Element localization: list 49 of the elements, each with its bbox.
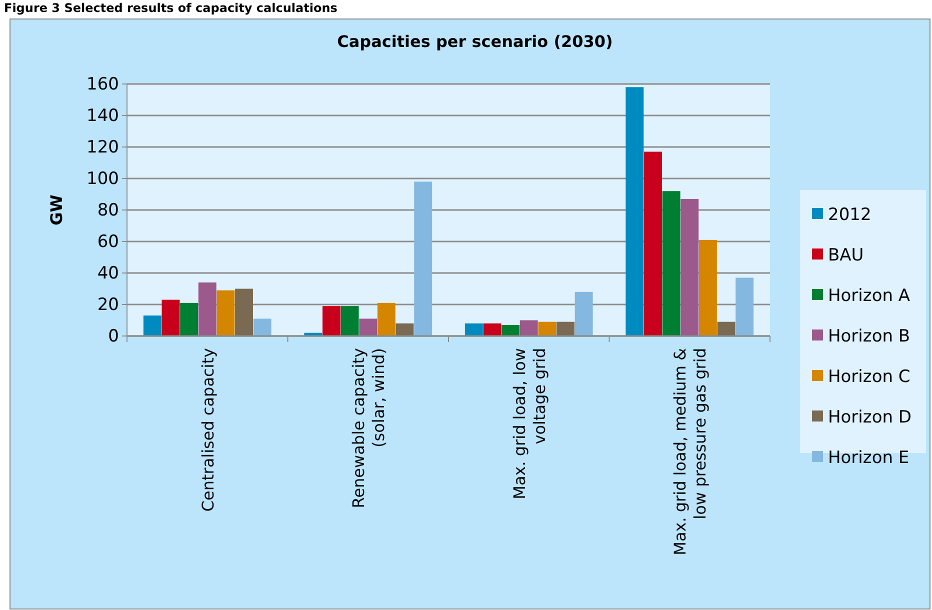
bar — [626, 87, 644, 336]
bar — [680, 198, 699, 336]
bar — [143, 316, 162, 336]
y-tick-label: 60 — [97, 232, 119, 252]
bar — [520, 320, 538, 336]
x-tick-label: Max. grid load, low voltage grid — [510, 348, 549, 500]
chart-title: Capacities per scenario (2030) — [337, 32, 613, 51]
bar — [216, 290, 235, 336]
y-tick-label: 120 — [86, 137, 119, 158]
bar — [502, 324, 520, 336]
y-axis-title: GW — [47, 194, 66, 226]
bar — [377, 302, 396, 336]
bar — [556, 322, 574, 336]
caption: Figure 3 Selected results of capacity calculations — [4, 1, 338, 15]
legend-label: Horizon C — [828, 366, 910, 387]
x-tick-label: Centralised capacity — [198, 348, 218, 512]
y-tick-label: 20 — [97, 294, 119, 315]
bar — [235, 288, 253, 336]
y-tick-label: 80 — [97, 200, 119, 220]
bar — [736, 278, 754, 336]
bar — [698, 240, 717, 336]
bar — [396, 323, 414, 336]
legend-label: Horizon D — [828, 407, 912, 428]
bar — [340, 306, 359, 336]
y-tick-label: 140 — [86, 106, 119, 126]
bar — [253, 318, 272, 336]
bar — [717, 322, 736, 336]
bar — [464, 323, 483, 336]
y-tick-label: 160 — [86, 74, 119, 94]
legend-label: 2012 — [828, 204, 872, 225]
bar — [180, 302, 198, 336]
legend-label: Horizon B — [828, 326, 910, 346]
legend-label: Horizon A — [828, 286, 910, 306]
bar — [359, 318, 378, 336]
bar — [538, 322, 556, 336]
x-tick-label: Renewable capacity (solar, wind) — [349, 348, 388, 508]
legend-label: BAU — [828, 245, 864, 266]
bar — [662, 191, 680, 336]
bar — [644, 152, 662, 336]
bar — [162, 300, 180, 336]
y-tick-label: 100 — [86, 168, 119, 189]
y-tick-label: 0 — [108, 326, 119, 346]
bar — [483, 323, 502, 336]
bar — [574, 292, 593, 336]
bar — [198, 282, 216, 336]
legend-label: Horizon E — [828, 448, 910, 468]
bar — [322, 306, 340, 336]
y-tick-label: 40 — [97, 263, 119, 284]
bar — [414, 182, 432, 336]
